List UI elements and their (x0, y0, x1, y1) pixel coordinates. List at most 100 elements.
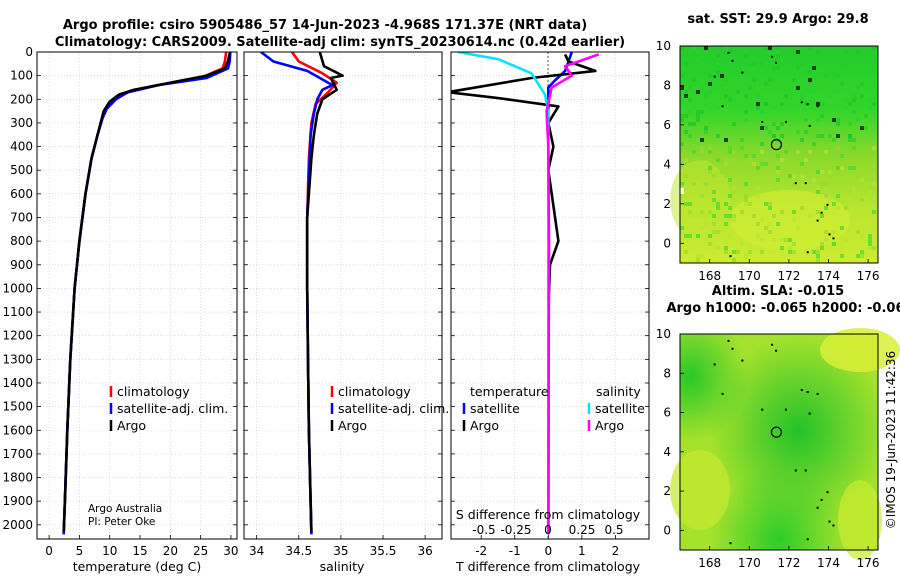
island-dot (832, 524, 835, 527)
x-tick-label: 10 (102, 544, 117, 558)
x-tick-label: 5 (76, 544, 84, 558)
sst-pixel (804, 118, 808, 122)
sst-pixel (796, 74, 800, 78)
sst-pixel (760, 142, 764, 146)
map-y-tick-label: 4 (663, 445, 671, 459)
sst-pixel (744, 170, 748, 174)
sst-pixel (728, 218, 732, 222)
legend-satellite-adj: satellite-adj. clim. (338, 401, 449, 416)
sst-pixel (832, 138, 836, 142)
sst-pixel (776, 126, 780, 130)
sst-pixel (764, 226, 768, 230)
sst-pixel (680, 182, 684, 186)
legend-header-salinity: salinity (596, 384, 641, 399)
sst-pixel (700, 194, 704, 198)
sst-pixel (768, 202, 772, 206)
sst-pixel (728, 94, 732, 98)
sst-pixel (752, 62, 756, 66)
sst-pixel (704, 46, 708, 50)
sla-high-patch (670, 450, 730, 530)
sst-pixel (688, 98, 692, 102)
island-dot (775, 61, 778, 64)
sst-pixel (856, 58, 860, 62)
sst-pixel (860, 250, 864, 254)
map-y-tick-label: 2 (663, 197, 671, 211)
sst-pixel (796, 50, 800, 54)
sst-pixel (704, 130, 708, 134)
sst-pixel (824, 194, 828, 198)
sst-pixel (688, 202, 692, 206)
sst-pixel (780, 210, 784, 214)
island-dot (804, 182, 807, 185)
sst-pixel (868, 190, 872, 194)
sst-pixel (696, 214, 700, 218)
sst-pixel (780, 86, 784, 90)
temperature-xlabel: temperature (deg C) (73, 559, 202, 574)
island-dot (826, 491, 829, 494)
figure-subtitle: Climatology: CARS2009. Satellite-adj cli… (55, 35, 625, 50)
salinity-ticks: 34 34.5 35 35.5 36 (244, 51, 442, 558)
sst-pixel (872, 210, 876, 214)
y-tick-label: 300 (10, 116, 33, 130)
sst-pixel (696, 118, 700, 122)
sst-pixel (688, 110, 692, 114)
sst-pixel (708, 82, 712, 86)
sst-pixel (688, 214, 692, 218)
sst-pixel (704, 126, 708, 130)
sst-pixel (680, 82, 684, 86)
sst-pixel (836, 194, 840, 198)
map-x-tick-label: 170 (738, 269, 761, 283)
island-dot (775, 349, 778, 352)
s-difference-label: S difference from climatology (456, 507, 641, 522)
sst-pixel (700, 90, 704, 94)
island-dot (816, 506, 819, 509)
map-y-tick-label: 10 (656, 327, 671, 341)
legend-satellite-adj: satellite-adj. clim. (117, 401, 228, 416)
sst-pixel (680, 226, 684, 230)
map-y-tick-label: 4 (663, 157, 671, 171)
sst-pixel (704, 94, 708, 98)
sst-pixel (800, 138, 804, 142)
sst-pixel (728, 150, 732, 154)
s-tick: 0.25 (569, 523, 596, 537)
sst-pixel (744, 154, 748, 158)
sla-high-patch (820, 328, 900, 372)
sst-pixel (864, 114, 868, 118)
sst-pixel (768, 50, 772, 54)
sst-pixel (840, 82, 844, 86)
sst-pixel (696, 254, 700, 258)
sst-pixel (804, 130, 808, 134)
sst-pixel (856, 118, 860, 122)
sst-pixel (740, 146, 744, 150)
sst-map-panel: sat. SST: 29.9 Argo: 29.8 168 170 172 174 17… (656, 12, 880, 283)
sst-pixel (776, 166, 780, 170)
legend-s-argo: Argo (595, 418, 624, 433)
sst-pixel (836, 58, 840, 62)
sst-pixel (680, 142, 684, 146)
sst-pixel (860, 198, 864, 202)
sst-pixel (728, 234, 732, 238)
sst-pixel (708, 170, 712, 174)
sst-pixel (732, 150, 736, 154)
sst-pixel (724, 202, 728, 206)
sst-pixel (776, 54, 780, 58)
sst-pixel (688, 134, 692, 138)
legend-argo: Argo (117, 418, 146, 433)
map-y-tick-label: 6 (663, 118, 671, 132)
sst-pixel (684, 250, 688, 254)
sst-pixel (832, 74, 836, 78)
island-dot (729, 542, 732, 545)
map-x-tick-label: 172 (777, 556, 800, 570)
y-tick-label: 1400 (2, 376, 33, 390)
sst-pixel (836, 146, 840, 150)
sst-pixel (860, 254, 864, 258)
sst-pixel (800, 94, 804, 98)
sst-pixel (684, 234, 688, 238)
sst-pixel (852, 186, 856, 190)
sst-pixel (756, 94, 760, 98)
sst-pixel (792, 78, 796, 82)
sst-pixel (800, 162, 804, 166)
sst-pixel (856, 194, 860, 198)
difference-series (451, 52, 600, 535)
sst-pixel (728, 98, 732, 102)
